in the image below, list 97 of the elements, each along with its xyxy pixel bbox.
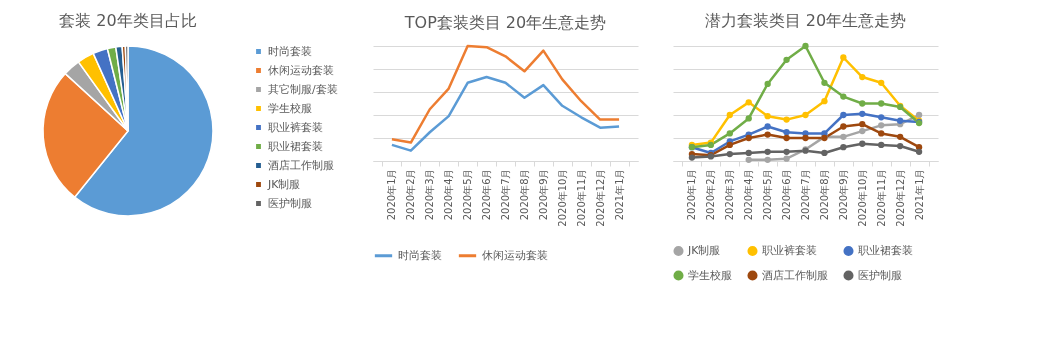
chart-title: TOP套装类目 20年生意走势: [403, 12, 607, 32]
point: [783, 116, 790, 123]
x-tick-label: 2020年12月: [594, 168, 606, 227]
legend-label: 医护制服: [268, 196, 312, 210]
x-tick-label: 2020年6月: [781, 168, 793, 221]
legend-label: 职业裤套装: [762, 243, 817, 257]
x-tick-label: 2020年3月: [724, 168, 736, 221]
point: [783, 129, 790, 136]
point: [878, 141, 885, 149]
x-tick-label: 2020年10月: [856, 168, 868, 227]
point: [896, 133, 904, 141]
legend-label: 休闲运动套装: [268, 63, 334, 77]
x-tick-label: 2020年6月: [481, 168, 493, 221]
point: [859, 121, 866, 128]
point: [878, 130, 885, 137]
point: [859, 140, 866, 147]
legend-label: 职业裙套装: [858, 243, 913, 257]
x-tick-label: 2020年9月: [837, 168, 849, 221]
point: [802, 42, 809, 50]
point: [840, 93, 847, 100]
x-tick-label: 2020年1月: [386, 168, 398, 221]
point: [878, 114, 885, 121]
x-tick-label: 2020年4月: [443, 168, 455, 221]
point: [840, 54, 847, 61]
point: [764, 80, 771, 88]
point: [783, 148, 790, 155]
legend-label: 学生校服: [688, 268, 732, 282]
point: [726, 141, 733, 149]
chart-title: 套装 20年类目占比: [59, 11, 197, 30]
x-tick-label: 2020年5月: [462, 168, 474, 221]
point: [859, 73, 866, 81]
x-tick-label: 2021年1月: [613, 168, 625, 221]
legend-label: JK制服: [687, 243, 721, 257]
point: [878, 122, 885, 129]
point: [915, 111, 923, 119]
x-tick-label: 2021年1月: [913, 168, 925, 221]
point: [783, 56, 790, 63]
x-tick-label: 2020年4月: [743, 168, 755, 221]
legend-label: 时尚套装: [268, 44, 312, 58]
chart-title: 潜力套装类目 20年生意走势: [704, 10, 907, 30]
point: [821, 149, 828, 157]
point: [840, 123, 847, 130]
point: [859, 110, 866, 118]
point: [783, 134, 790, 142]
x-tick-label: 2020年7月: [800, 168, 811, 221]
x-tick-label: 2020年12月: [894, 168, 906, 227]
legend-label: 时尚套装: [398, 248, 442, 262]
legend-label: 酒店工作制服: [762, 268, 828, 282]
point: [840, 144, 847, 151]
point: [878, 79, 885, 86]
point: [745, 115, 752, 122]
point: [688, 154, 696, 161]
legend-label: 学生校服: [268, 101, 312, 115]
point: [745, 149, 752, 157]
x-tick-label: 2020年7月: [500, 168, 511, 221]
point: [726, 150, 733, 158]
point: [859, 127, 866, 135]
legend-label: 职业裙套装: [268, 139, 323, 153]
x-tick-label: 2020年5月: [762, 168, 774, 221]
point: [840, 133, 847, 141]
point: [745, 134, 752, 142]
point: [745, 156, 752, 164]
point: [821, 79, 828, 86]
point: [726, 111, 733, 119]
x-tick-label: 2020年2月: [705, 168, 717, 221]
point: [821, 98, 828, 105]
x-tick-label: 2020年2月: [405, 168, 417, 221]
point: [802, 134, 809, 142]
legend-label: 酒店工作制服: [268, 158, 334, 172]
legend-label: 医护制服: [858, 268, 902, 282]
x-tick-label: 2020年8月: [818, 168, 830, 221]
point: [764, 123, 771, 130]
point: [764, 156, 771, 164]
point: [896, 117, 904, 124]
point: [764, 131, 771, 138]
legend-label: 其它制服/套装: [268, 82, 338, 96]
x-tick-label: 2020年11月: [875, 168, 887, 227]
point: [726, 130, 733, 137]
legend-label: 职业裤套装: [268, 120, 323, 134]
point: [840, 111, 847, 119]
x-tick-label: 2020年1月: [686, 168, 698, 221]
x-tick-label: 2020年11月: [575, 168, 587, 227]
point: [915, 148, 923, 155]
point: [764, 112, 771, 120]
point: [802, 111, 809, 119]
point: [745, 99, 752, 106]
x-tick-label: 2020年3月: [424, 168, 436, 221]
point: [783, 155, 790, 162]
point: [764, 148, 771, 155]
point: [896, 142, 904, 150]
x-tick-label: 2020年10月: [556, 168, 568, 227]
x-tick-label: 2020年9月: [537, 168, 549, 221]
point: [878, 100, 885, 107]
point: [859, 100, 866, 107]
legend-label: 休闲运动套装: [482, 248, 548, 262]
legend-label: JK制服: [267, 177, 301, 191]
x-tick-label: 2020年8月: [518, 168, 530, 221]
